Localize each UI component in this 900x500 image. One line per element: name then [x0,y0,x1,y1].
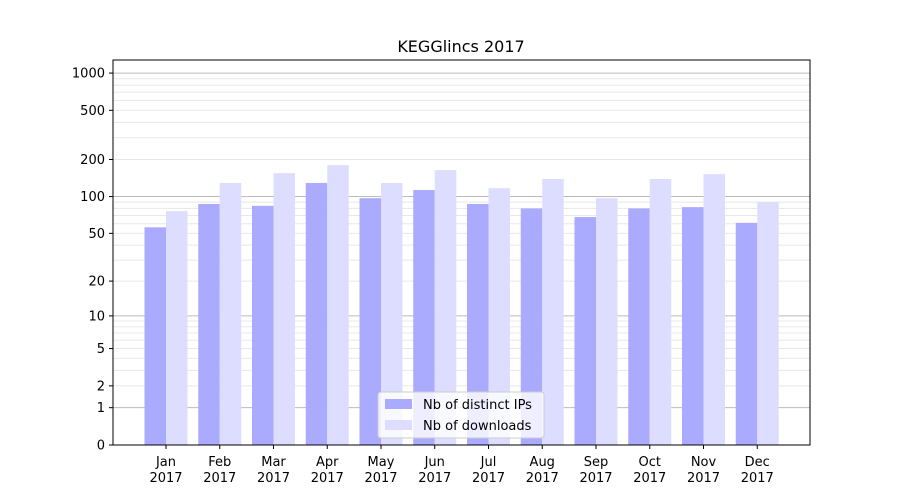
bar-distinct-ips [574,217,596,445]
bar-downloads [273,173,295,445]
x-tick-label-year: 2017 [633,471,666,486]
bar-downloads [596,198,618,445]
x-tick-label-year: 2017 [311,471,344,486]
x-tick-label-month: Jan [155,455,176,470]
bar-downloads [219,182,242,446]
y-tick-label: 200 [80,153,105,168]
bar-downloads [434,170,457,445]
bars [144,165,779,446]
bar-downloads [757,202,779,445]
bar-distinct-ips [252,205,274,445]
x-tick-label-year: 2017 [472,471,505,486]
y-tick-label: 10 [88,309,105,324]
x-tick-label-month: Nov [691,455,717,470]
x-tick-label-year: 2017 [741,471,774,486]
legend-swatch-ips [385,399,412,409]
y-tick-label: 2 [97,379,105,394]
x-tick-label-year: 2017 [149,471,182,486]
bar-distinct-ips [467,203,489,445]
bar-downloads [166,211,188,445]
bar-distinct-ips [628,208,650,445]
y-tick-label: 5 [97,342,105,357]
y-tick-label: 1000 [72,67,105,82]
bar-downloads [703,174,725,445]
bar-downloads [381,182,403,446]
y-tick-label: 500 [80,104,105,119]
bar-distinct-ips [198,203,220,445]
bar-distinct-ips [413,190,435,445]
bar-downloads [488,188,510,445]
bar-distinct-ips [359,198,381,445]
bar-distinct-ips [682,207,704,445]
y-tick-label: 50 [88,227,105,242]
bar-downloads [327,165,349,445]
bar-distinct-ips [735,222,758,445]
chart-title: KEGGlincs 2017 [397,37,524,56]
y-tick-label: 1 [97,401,105,416]
legend-frame [377,391,545,439]
legend-swatch-downloads [385,420,412,430]
x-tick-label-month: Feb [208,455,231,470]
bar-distinct-ips [520,208,543,445]
x-tick-label-month: Dec [745,455,770,470]
plot-frame [112,59,811,446]
bar-distinct-ips [305,182,328,446]
x-tick-label-year: 2017 [418,471,451,486]
bar-downloads [542,178,564,445]
x-tick-label-month: Mar [261,455,286,470]
x-tick-label-month: Jun [424,455,445,470]
x-tick-label-month: Apr [316,455,339,470]
x-tick-label-month: Aug [530,455,555,470]
x-tick-label-month: Jul [480,455,497,470]
legend-label-downloads: Nb of downloads [423,419,532,434]
x-tick-label-year: 2017 [203,471,236,486]
x-tick-label-month: Oct [639,455,661,470]
x-axis: Jan2017Feb2017Mar2017Apr2017May2017Jun20… [149,445,774,486]
bar-downloads [649,178,672,445]
x-tick-label-month: Sep [584,455,609,470]
x-tick-label-year: 2017 [526,471,559,486]
y-tick-label: 0 [97,439,105,454]
y-axis: 0 1 2 5 10 20 50 100 200 500 1000 [72,67,113,454]
x-tick-label-year: 2017 [257,471,290,486]
legend: Nb of distinct IPs Nb of downloads [377,391,545,439]
x-tick-label-month: May [368,455,395,470]
x-tick-label-year: 2017 [687,471,720,486]
x-tick-label-year: 2017 [579,471,612,486]
y-tick-label: 100 [80,190,105,205]
y-tick-label: 20 [88,275,105,290]
bar-distinct-ips [144,227,166,445]
x-tick-label-year: 2017 [364,471,397,486]
legend-label-ips: Nb of distinct IPs [423,398,532,413]
